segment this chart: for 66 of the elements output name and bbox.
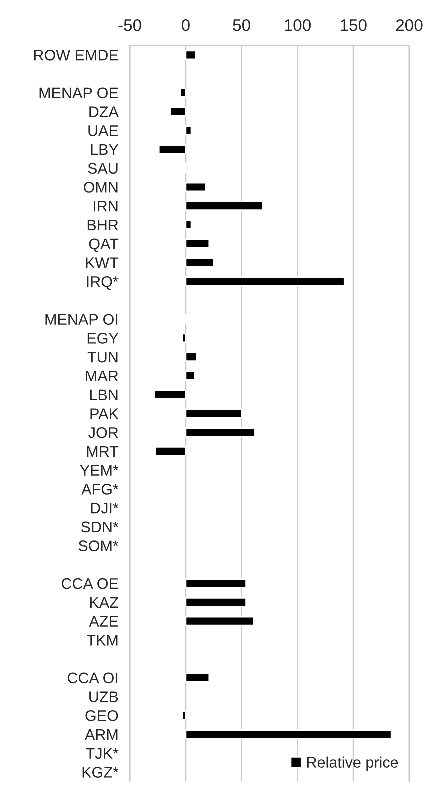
bar <box>185 352 198 362</box>
y-tick-label: ARM <box>85 730 118 740</box>
bar <box>185 220 192 230</box>
y-tick-label: JOR <box>88 427 118 438</box>
y-tick-label: CCA OE <box>62 578 118 590</box>
y-tick-label: UZB <box>90 692 118 702</box>
legend-label: Relative price <box>307 756 398 771</box>
y-tick-label: OMN <box>84 182 118 193</box>
y-tick-label: KAZ <box>90 597 118 608</box>
bar <box>185 371 196 381</box>
y-tick-label: CCA OI <box>68 672 118 684</box>
bar <box>185 126 192 136</box>
bar <box>185 238 210 249</box>
bar <box>185 258 215 268</box>
bar <box>170 106 187 117</box>
bar <box>185 50 197 60</box>
y-tick-label: LBY <box>91 144 119 156</box>
y-tick-label: YEM* <box>80 465 119 476</box>
y-tick-label: KWT <box>86 258 119 268</box>
bar <box>155 446 187 456</box>
x-tick-label: 100 <box>285 19 311 32</box>
bar <box>185 672 210 683</box>
y-tick-label: GEO <box>86 710 118 722</box>
bar <box>185 201 264 212</box>
x-tick-label: 50 <box>233 19 250 32</box>
y-tick-label: MENAP OI <box>46 314 118 326</box>
bar <box>185 408 243 419</box>
bar <box>185 597 247 608</box>
x-tick-label: 150 <box>340 19 367 32</box>
y-tick-label: PAK <box>90 408 119 420</box>
bar <box>185 428 256 438</box>
bar <box>182 333 187 344</box>
bar <box>154 390 187 400</box>
y-tick-label: MENAP OE <box>40 88 118 99</box>
y-tick-label: BHR <box>88 220 118 231</box>
y-tick-label: TJK* <box>86 748 119 760</box>
bar <box>185 616 255 626</box>
bar <box>185 578 247 588</box>
y-tick-label: MAR <box>86 370 118 382</box>
y-tick-label: IRQ* <box>87 276 119 290</box>
x-tick-label: -50 <box>118 19 142 32</box>
y-tick-label: KGZ* <box>82 767 119 778</box>
y-tick-label: LBN <box>90 390 118 400</box>
y-tick-label: SDN* <box>81 522 119 533</box>
y-tick-label: SAU <box>88 163 118 174</box>
bar <box>185 276 346 287</box>
y-tick-label: MRT <box>87 446 119 457</box>
y-tick-label: ROW EMDE <box>34 50 118 61</box>
y-tick-label: UAE <box>88 126 118 136</box>
bar <box>158 144 187 154</box>
y-tick-label: IRN <box>94 201 118 212</box>
bar <box>180 88 187 98</box>
y-tick-label: EGY <box>88 333 119 344</box>
y-tick-label: DZA <box>90 106 119 118</box>
bar <box>185 730 392 740</box>
y-tick-label: TUN <box>88 352 118 363</box>
y-tick-label: AZE <box>89 616 118 627</box>
y-tick-label: QAT <box>89 238 119 252</box>
y-tick-label: TKM <box>87 635 118 646</box>
x-tick-label: 200 <box>396 19 423 32</box>
x-tick-label: 0 <box>182 19 190 32</box>
y-tick-label: AFG* <box>82 484 119 495</box>
bar <box>185 182 207 192</box>
bar <box>182 710 187 721</box>
y-tick-label: DJI* <box>91 503 119 514</box>
y-tick-label: SOM* <box>78 540 119 552</box>
